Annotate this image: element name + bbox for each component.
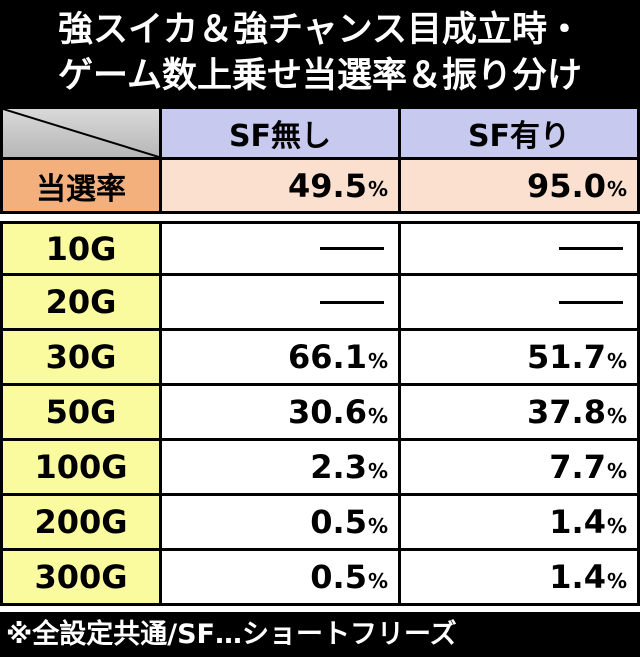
value-sf-none: [159, 273, 401, 331]
value-sf-none: 66.1%: [159, 328, 401, 386]
footnote: ※全設定共通/SF…ショートフリーズ: [0, 612, 640, 657]
dash-icon: [320, 247, 384, 250]
value-sf-yes: 51.7%: [398, 328, 640, 386]
percent-unit: %: [367, 177, 388, 201]
value-number: 0.5: [310, 503, 367, 541]
header-sf-none: SF無し: [159, 106, 401, 160]
value-sf-yes: 37.8%: [398, 383, 640, 441]
percent-unit: %: [606, 459, 627, 483]
rate-sf-yes-value: 95.0: [527, 166, 606, 205]
row-label: 300G: [0, 548, 162, 606]
value-sf-none: 30.6%: [159, 383, 401, 441]
value-sf-yes: 1.4%: [398, 548, 640, 606]
rate-row: 当選率 49.5% 95.0%: [0, 157, 640, 214]
row-label: 100G: [0, 438, 162, 496]
percent-unit: %: [606, 177, 627, 201]
row-label: 10G: [0, 221, 162, 276]
percent-unit: %: [367, 404, 388, 428]
title-line-2: ゲーム数上乗せ当選率＆振り分け: [58, 56, 582, 96]
value-number: 1.4: [549, 558, 606, 596]
table-row: 200G 0.5% 1.4%: [0, 493, 640, 551]
rate-sf-none-value: 49.5: [288, 166, 367, 205]
value-number: 51.7: [527, 338, 606, 376]
table-row: 20G: [0, 273, 640, 331]
value-number: 1.4: [549, 503, 606, 541]
table-row: 30G 66.1% 51.7%: [0, 328, 640, 386]
row-label: 20G: [0, 273, 162, 331]
percent-unit: %: [606, 404, 627, 428]
table-row: 50G 30.6% 37.8%: [0, 383, 640, 441]
percent-unit: %: [606, 514, 627, 538]
title-line-1: 強スイカ＆強チャンス目成立時・: [58, 10, 582, 50]
title-banner: 強スイカ＆強チャンス目成立時・ ゲーム数上乗せ当選率＆振り分け: [0, 0, 640, 106]
value-sf-yes: [398, 273, 640, 331]
header-sf-yes: SF有り: [398, 106, 640, 160]
header-row: SF無し SF有り: [0, 106, 640, 160]
percent-unit: %: [367, 569, 388, 593]
value-sf-none: [159, 221, 401, 276]
dash-icon: [559, 300, 623, 304]
dash-icon: [559, 247, 623, 250]
row-label: 200G: [0, 493, 162, 551]
value-number: 0.5: [310, 558, 367, 596]
rate-label: 当選率: [0, 157, 162, 214]
value-sf-yes: 1.4%: [398, 493, 640, 551]
percent-unit: %: [367, 514, 388, 538]
data-rows: 10G 20G 30G 66.1% 51.7% 50G 30.6% 37.8% 100G 2.3%…: [0, 221, 640, 606]
rate-sf-yes: 95.0%: [398, 157, 640, 214]
percent-unit: %: [367, 349, 388, 373]
distribution-table: SF無し SF有り 当選率 49.5% 95.0% 10G 20G 30G 66.1%…: [0, 106, 640, 606]
table-row: 10G: [0, 221, 640, 276]
table-gap: [0, 214, 640, 221]
value-sf-yes: [398, 221, 640, 276]
percent-unit: %: [606, 569, 627, 593]
value-sf-none: 0.5%: [159, 548, 401, 606]
rate-sf-none: 49.5%: [159, 157, 401, 214]
value-number: 30.6: [288, 393, 367, 431]
value-sf-none: 0.5%: [159, 493, 401, 551]
dash-icon: [320, 300, 384, 304]
percent-unit: %: [367, 459, 388, 483]
corner-cell: [0, 106, 162, 160]
value-number: 37.8: [527, 393, 606, 431]
table-row: 300G 0.5% 1.4%: [0, 548, 640, 606]
value-number: 2.3: [310, 448, 367, 486]
percent-unit: %: [606, 349, 627, 373]
table-row: 100G 2.3% 7.7%: [0, 438, 640, 496]
value-sf-yes: 7.7%: [398, 438, 640, 496]
value-sf-none: 2.3%: [159, 438, 401, 496]
value-number: 66.1: [288, 338, 367, 376]
row-label: 30G: [0, 328, 162, 386]
diagonal-line-icon: [3, 109, 159, 157]
value-number: 7.7: [549, 448, 606, 486]
row-label: 50G: [0, 383, 162, 441]
